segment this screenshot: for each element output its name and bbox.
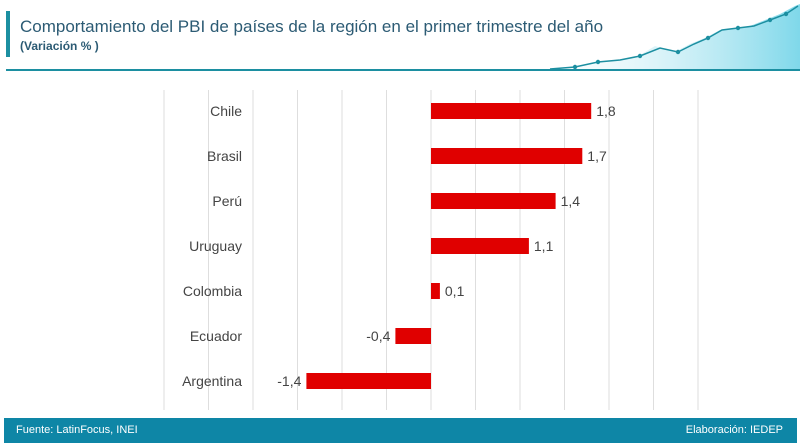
header-decoration [6, 4, 800, 71]
category-label: Brasil [207, 148, 242, 164]
value-labels: 1,8 1,7 1,4 1,1 0,1 -0,4 -1,4 [277, 103, 616, 389]
bar-perú [431, 193, 556, 209]
category-label: Chile [210, 103, 242, 119]
footer-bar: Fuente: LatinFocus, INEI Elaboración: IE… [4, 418, 797, 443]
value-label: 1,1 [534, 238, 554, 254]
bar-chart: Chile Brasil Perú Uruguay Colombia Ecuador Arg… [163, 90, 699, 410]
bar-colombia [431, 283, 440, 299]
header: Comportamiento del PBI de países de la r… [0, 0, 800, 78]
category-labels: Chile Brasil Perú Uruguay Colombia Ecuador Arg… [182, 103, 242, 389]
value-label: -0,4 [366, 328, 390, 344]
category-label: Argentina [182, 373, 242, 389]
bar-chile [431, 103, 592, 119]
value-label: 1,4 [561, 193, 581, 209]
chart-bars [306, 103, 592, 389]
chart-subtitle: (Variación % ) [20, 39, 99, 53]
bar-uruguay [431, 238, 529, 254]
bar-brasil [431, 148, 583, 164]
header-trend-area [540, 4, 800, 70]
value-label: 1,7 [587, 148, 607, 164]
chart-title: Comportamiento del PBI de países de la r… [20, 17, 604, 36]
value-label: 0,1 [445, 283, 465, 299]
category-label: Ecuador [190, 328, 242, 344]
source-note: Fuente: LatinFocus, INEI [16, 424, 138, 436]
bar-argentina [306, 373, 431, 389]
category-label: Uruguay [189, 238, 242, 254]
header-trend-dots [572, 11, 789, 70]
title-accent-bar [6, 11, 10, 57]
category-label: Perú [212, 193, 242, 209]
credit-note: Elaboración: IEDEP [685, 424, 783, 436]
category-label: Colombia [183, 283, 242, 299]
bar-ecuador [395, 328, 431, 344]
header-trend-line [549, 5, 799, 70]
value-label: -1,4 [277, 373, 301, 389]
value-label: 1,8 [596, 103, 616, 119]
